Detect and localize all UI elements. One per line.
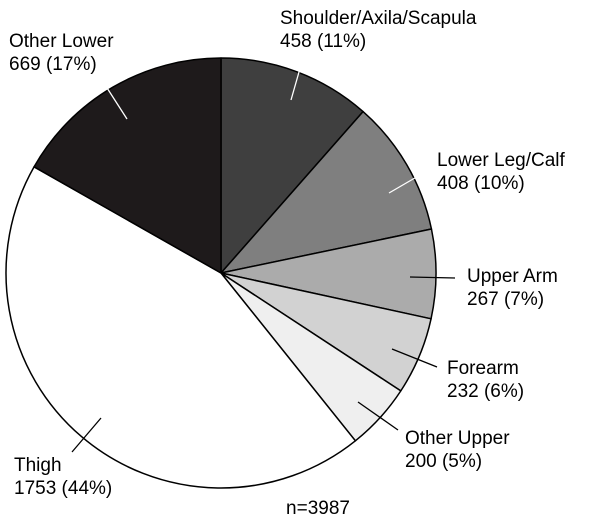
pie-slice-other-lower xyxy=(33,57,222,274)
slice-name-other-lower: Other Lower xyxy=(9,31,114,52)
slice-name-thigh: Thigh xyxy=(14,455,62,476)
slice-value-upper-arm: 267 (7%) xyxy=(467,289,544,310)
total-label: n=3987 xyxy=(286,498,350,519)
slice-value-other-lower: 669 (17%) xyxy=(9,54,97,75)
slice-name-forearm: Forearm xyxy=(447,358,519,379)
slice-value-thigh: 1753 (44%) xyxy=(14,478,112,499)
slice-name-other-upper: Other Upper xyxy=(405,428,510,449)
slice-name-upper-arm: Upper Arm xyxy=(467,266,558,287)
pie-slice-shoulder-axila-scapula xyxy=(220,57,364,274)
pie-slice-lower-leg-calf xyxy=(220,110,433,274)
leader-line-lower-leg-calf xyxy=(388,174,421,194)
leader-line-other-lower xyxy=(99,76,128,120)
leader-line-shoulder-axila-scapula xyxy=(290,57,304,101)
leader-line-thigh xyxy=(71,417,102,453)
leader-line-other-upper xyxy=(357,401,399,431)
slice-value-forearm: 232 (6%) xyxy=(447,381,524,402)
slice-value-other-upper: 200 (5%) xyxy=(405,451,482,472)
leader-line-upper-arm xyxy=(409,276,456,279)
pie-slices xyxy=(5,57,437,489)
slice-name-shoulder-axila-scapula: Shoulder/Axila/Scapula xyxy=(280,8,477,29)
slice-value-shoulder-axila-scapula: 458 (11%) xyxy=(280,31,366,52)
pie-slice-thigh xyxy=(5,166,357,489)
slice-value-lower-leg-calf: 408 (10%) xyxy=(437,173,525,194)
slice-name-lower-leg-calf: Lower Leg/Calf xyxy=(437,150,566,171)
leader-line-forearm xyxy=(391,348,438,368)
